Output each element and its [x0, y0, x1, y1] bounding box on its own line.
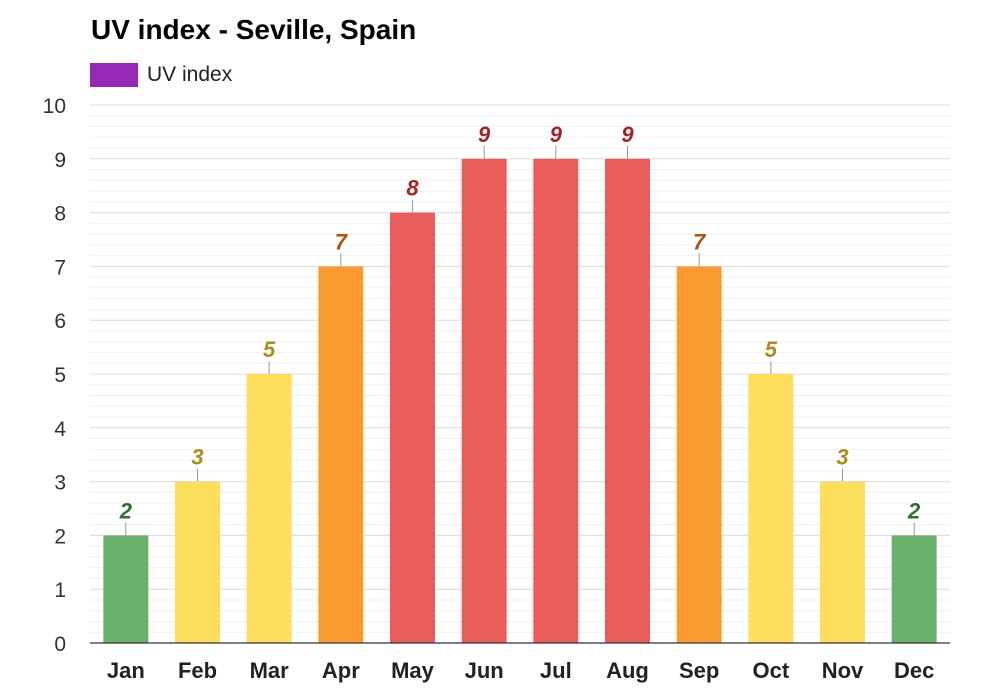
bar [390, 212, 435, 643]
data-label: 8 [406, 176, 419, 201]
data-label: 7 [693, 229, 707, 254]
data-label: 5 [765, 337, 778, 362]
y-tick-label: 7 [54, 256, 66, 279]
bar [175, 481, 220, 643]
x-tick-label: Aug [606, 658, 649, 683]
data-label: 3 [836, 445, 848, 470]
data-label: 7 [335, 229, 349, 254]
bar [318, 266, 364, 643]
bars [103, 145, 937, 644]
bar [891, 535, 937, 643]
x-tick-label: Jun [465, 658, 504, 683]
y-tick-label: 1 [54, 579, 66, 602]
data-label: 9 [621, 122, 634, 147]
data-label: 2 [907, 498, 921, 523]
y-tick-label: 3 [54, 472, 66, 495]
x-tick-label: Dec [894, 658, 934, 683]
data-label: 5 [263, 337, 276, 362]
x-tick-label: Jan [107, 658, 145, 683]
legend-swatch [90, 63, 138, 87]
x-tick-label: May [391, 658, 435, 683]
bar [676, 266, 722, 643]
y-tick-label: 0 [54, 633, 66, 656]
y-tick-label: 5 [54, 364, 66, 387]
y-tick-label: 10 [43, 95, 66, 118]
bar [533, 158, 579, 644]
y-tick-label: 8 [54, 203, 66, 226]
legend-label: UV index [147, 63, 233, 86]
bar [461, 158, 507, 644]
bar [820, 481, 865, 643]
data-labels: 2 3 5 7 8 9 9 9 7 5 3 2 [119, 122, 921, 524]
grid-lines [90, 104, 950, 633]
y-tick-label: 2 [54, 525, 66, 548]
data-label: 9 [550, 122, 563, 147]
y-tick-label: 6 [54, 310, 66, 333]
x-tick-label: Nov [822, 658, 864, 683]
x-tick-label: Jul [540, 658, 572, 683]
bar [246, 374, 292, 643]
y-tick-label: 9 [54, 149, 66, 172]
x-tick-label: Feb [178, 658, 217, 683]
x-tick-label: Oct [752, 658, 789, 683]
x-tick-label: Apr [322, 658, 360, 683]
y-tick-label: 4 [54, 418, 66, 441]
chart-title: UV index - Seville, Spain [91, 14, 417, 45]
data-label: 2 [119, 498, 133, 523]
bar [103, 535, 149, 643]
x-tick-label: Mar [250, 658, 290, 683]
axes: 0 1 2 3 4 5 6 7 8 9 10 Jan Feb Mar Apr May Jun Jul Aug Sep O… [43, 95, 950, 683]
bar [605, 158, 650, 644]
bar [748, 374, 794, 643]
data-label: 9 [478, 122, 491, 147]
x-tick-label: Sep [679, 658, 719, 683]
data-label: 3 [191, 445, 203, 470]
